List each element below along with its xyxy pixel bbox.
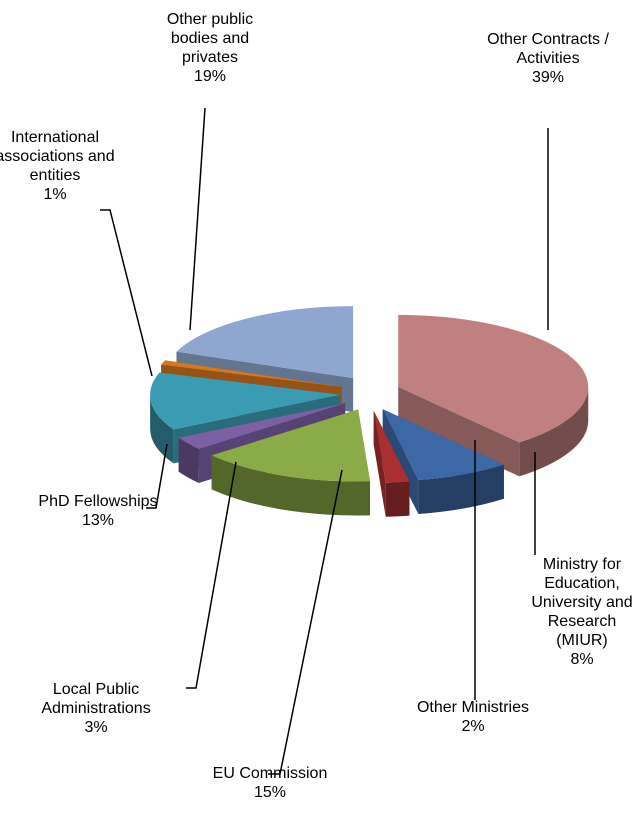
pie-slice xyxy=(373,410,410,517)
slice-side xyxy=(178,437,199,484)
slice-label: Other Contracts / Activities 39% xyxy=(483,30,613,87)
slice-top xyxy=(178,403,346,450)
percent-label: 1% xyxy=(43,186,67,203)
percent-label: 3% xyxy=(84,719,108,736)
slice-label: EU Commission 15% xyxy=(205,764,335,802)
slice-side xyxy=(385,481,410,517)
pie-slice xyxy=(398,314,589,477)
slice-side xyxy=(519,386,589,477)
slice-label: Other public bodies and privates 19% xyxy=(145,10,275,86)
slice-side xyxy=(150,394,174,464)
leader-line xyxy=(268,469,343,775)
category-name: EU Commission xyxy=(212,765,328,782)
slice-top xyxy=(161,360,342,387)
leader-line xyxy=(146,443,168,509)
slice-label: PhD Fellowships 13% xyxy=(33,492,163,530)
slice-side xyxy=(418,464,504,515)
slice-wall xyxy=(373,410,386,517)
percent-label: 15% xyxy=(253,784,287,801)
percent-label: 13% xyxy=(81,512,115,529)
category-name: Local Public Administrations xyxy=(41,681,151,717)
leader-line xyxy=(189,107,206,331)
slice-label: Ministry for Education, University and R… xyxy=(527,555,637,669)
slice-top xyxy=(382,409,504,481)
slice-top xyxy=(150,372,341,430)
slice-top xyxy=(373,410,410,483)
percent-label: 2% xyxy=(461,718,485,735)
slice-label: Other Ministries 2% xyxy=(408,698,538,736)
slice-wall xyxy=(398,386,520,477)
pie-slice xyxy=(211,409,371,516)
percent-label: 39% xyxy=(531,69,565,86)
slice-wall xyxy=(382,409,419,515)
category-name: Other Ministries xyxy=(416,699,530,716)
slice-label: Local Public Administrations 3% xyxy=(31,680,161,737)
category-name: Other Contracts / Activities xyxy=(487,31,609,67)
slice-side xyxy=(211,455,371,516)
slice-label: International associations and entities 1… xyxy=(0,128,120,204)
slice-top xyxy=(398,314,589,443)
percent-label: 8% xyxy=(570,651,594,668)
pie-slice xyxy=(382,409,504,515)
slice-top xyxy=(211,409,371,482)
percent-label: 19% xyxy=(193,68,227,85)
category-name: Ministry for Education, University and R… xyxy=(531,556,633,649)
category-name: PhD Fellowships xyxy=(38,493,158,510)
leader-line xyxy=(100,209,153,377)
category-name: International associations and entities xyxy=(0,129,115,184)
category-name: Other public bodies and privates xyxy=(166,11,254,66)
slice-top xyxy=(176,306,354,379)
leader-line xyxy=(186,461,237,689)
